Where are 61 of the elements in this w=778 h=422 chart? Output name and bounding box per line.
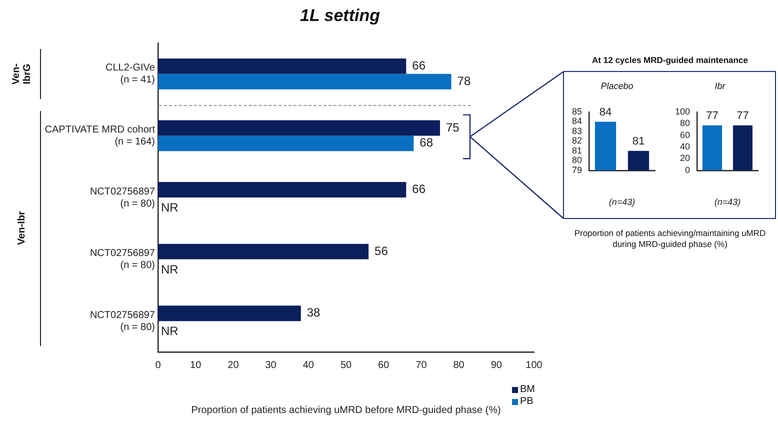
data-label: 84 — [599, 106, 612, 118]
x-tick-label: 40 — [302, 360, 314, 371]
chart-title: Ibr — [714, 81, 726, 91]
data-label: 77 — [736, 110, 749, 122]
chart-title: Placebo — [600, 81, 634, 91]
data-label: 66 — [412, 58, 426, 72]
y-tick-label: 80 — [572, 155, 582, 166]
text: At 12 cycles MRD-guided maintenance — [591, 55, 749, 65]
x-tick-label: 70 — [416, 360, 428, 371]
legend-label: PB — [520, 396, 534, 408]
x-tick-label: 90 — [490, 360, 502, 371]
data-label: 56 — [374, 244, 388, 258]
y-tick-label: 20 — [680, 153, 690, 164]
x-axis-title: (n=43) — [608, 197, 636, 208]
y-tick-label: NCT02756897 (n = 80) — [90, 186, 156, 210]
y-tick-label: CAPTIVATE MRD cohort (n = 164) — [44, 124, 156, 148]
y-tick-label: 83 — [572, 126, 582, 136]
text: Ven-Ibr — [16, 211, 28, 246]
data-label: 75 — [446, 120, 460, 134]
data-label: 68 — [420, 136, 434, 150]
text: Ven- IbrG — [11, 63, 33, 84]
y-tick-label: 0 — [685, 164, 690, 175]
y-tick-label: 60 — [680, 130, 690, 140]
y-tick-label: 81 — [572, 145, 582, 156]
data-label: 77 — [706, 110, 718, 122]
data-label: 78 — [457, 74, 471, 88]
text: Proportion of patients achieving/maintaining uMRD during MRD-guided phase (%) — [573, 228, 767, 250]
y-tick-label: 79 — [572, 164, 582, 175]
x-tick-label: 10 — [190, 360, 202, 371]
chart-title: 1L setting — [299, 6, 381, 26]
y-tick-label: 40 — [680, 142, 690, 152]
data-label: 66 — [412, 182, 426, 196]
y-tick-label: 80 — [680, 118, 690, 128]
x-axis-title: (n=43) — [714, 197, 741, 208]
bar — [158, 74, 452, 90]
text: NR — [161, 200, 178, 215]
bar — [158, 120, 440, 136]
y-tick-label: 82 — [572, 136, 582, 146]
bar — [158, 58, 406, 74]
x-tick-label: 80 — [453, 360, 465, 371]
y-tick-label: NCT02756897 (n = 80) — [90, 310, 156, 333]
bar — [158, 306, 301, 322]
text: NR — [161, 324, 178, 338]
x-tick-label: 20 — [228, 360, 240, 371]
bar — [158, 244, 369, 260]
x-tick-label: 30 — [265, 360, 277, 371]
data-label: 81 — [632, 135, 645, 148]
text: NR — [161, 262, 178, 276]
x-axis-title: Proportion of patients achieving uMRD before MRD-guided phase (%) — [191, 404, 501, 416]
y-tick-label: 85 — [572, 106, 582, 116]
x-tick-label: 60 — [378, 360, 390, 371]
y-tick-label: NCT02756897 (n = 80) — [90, 248, 156, 272]
y-tick-label: 100 — [674, 106, 690, 116]
bar — [158, 182, 406, 198]
y-tick-label: 84 — [572, 116, 582, 126]
bar — [158, 136, 414, 152]
x-tick-label: 50 — [340, 360, 352, 371]
legend-label: BM — [520, 384, 535, 396]
data-label: 38 — [306, 306, 321, 320]
y-tick-label: CLL2-GIVe (n = 41) — [106, 62, 156, 86]
x-tick-label: 100 — [526, 360, 543, 371]
